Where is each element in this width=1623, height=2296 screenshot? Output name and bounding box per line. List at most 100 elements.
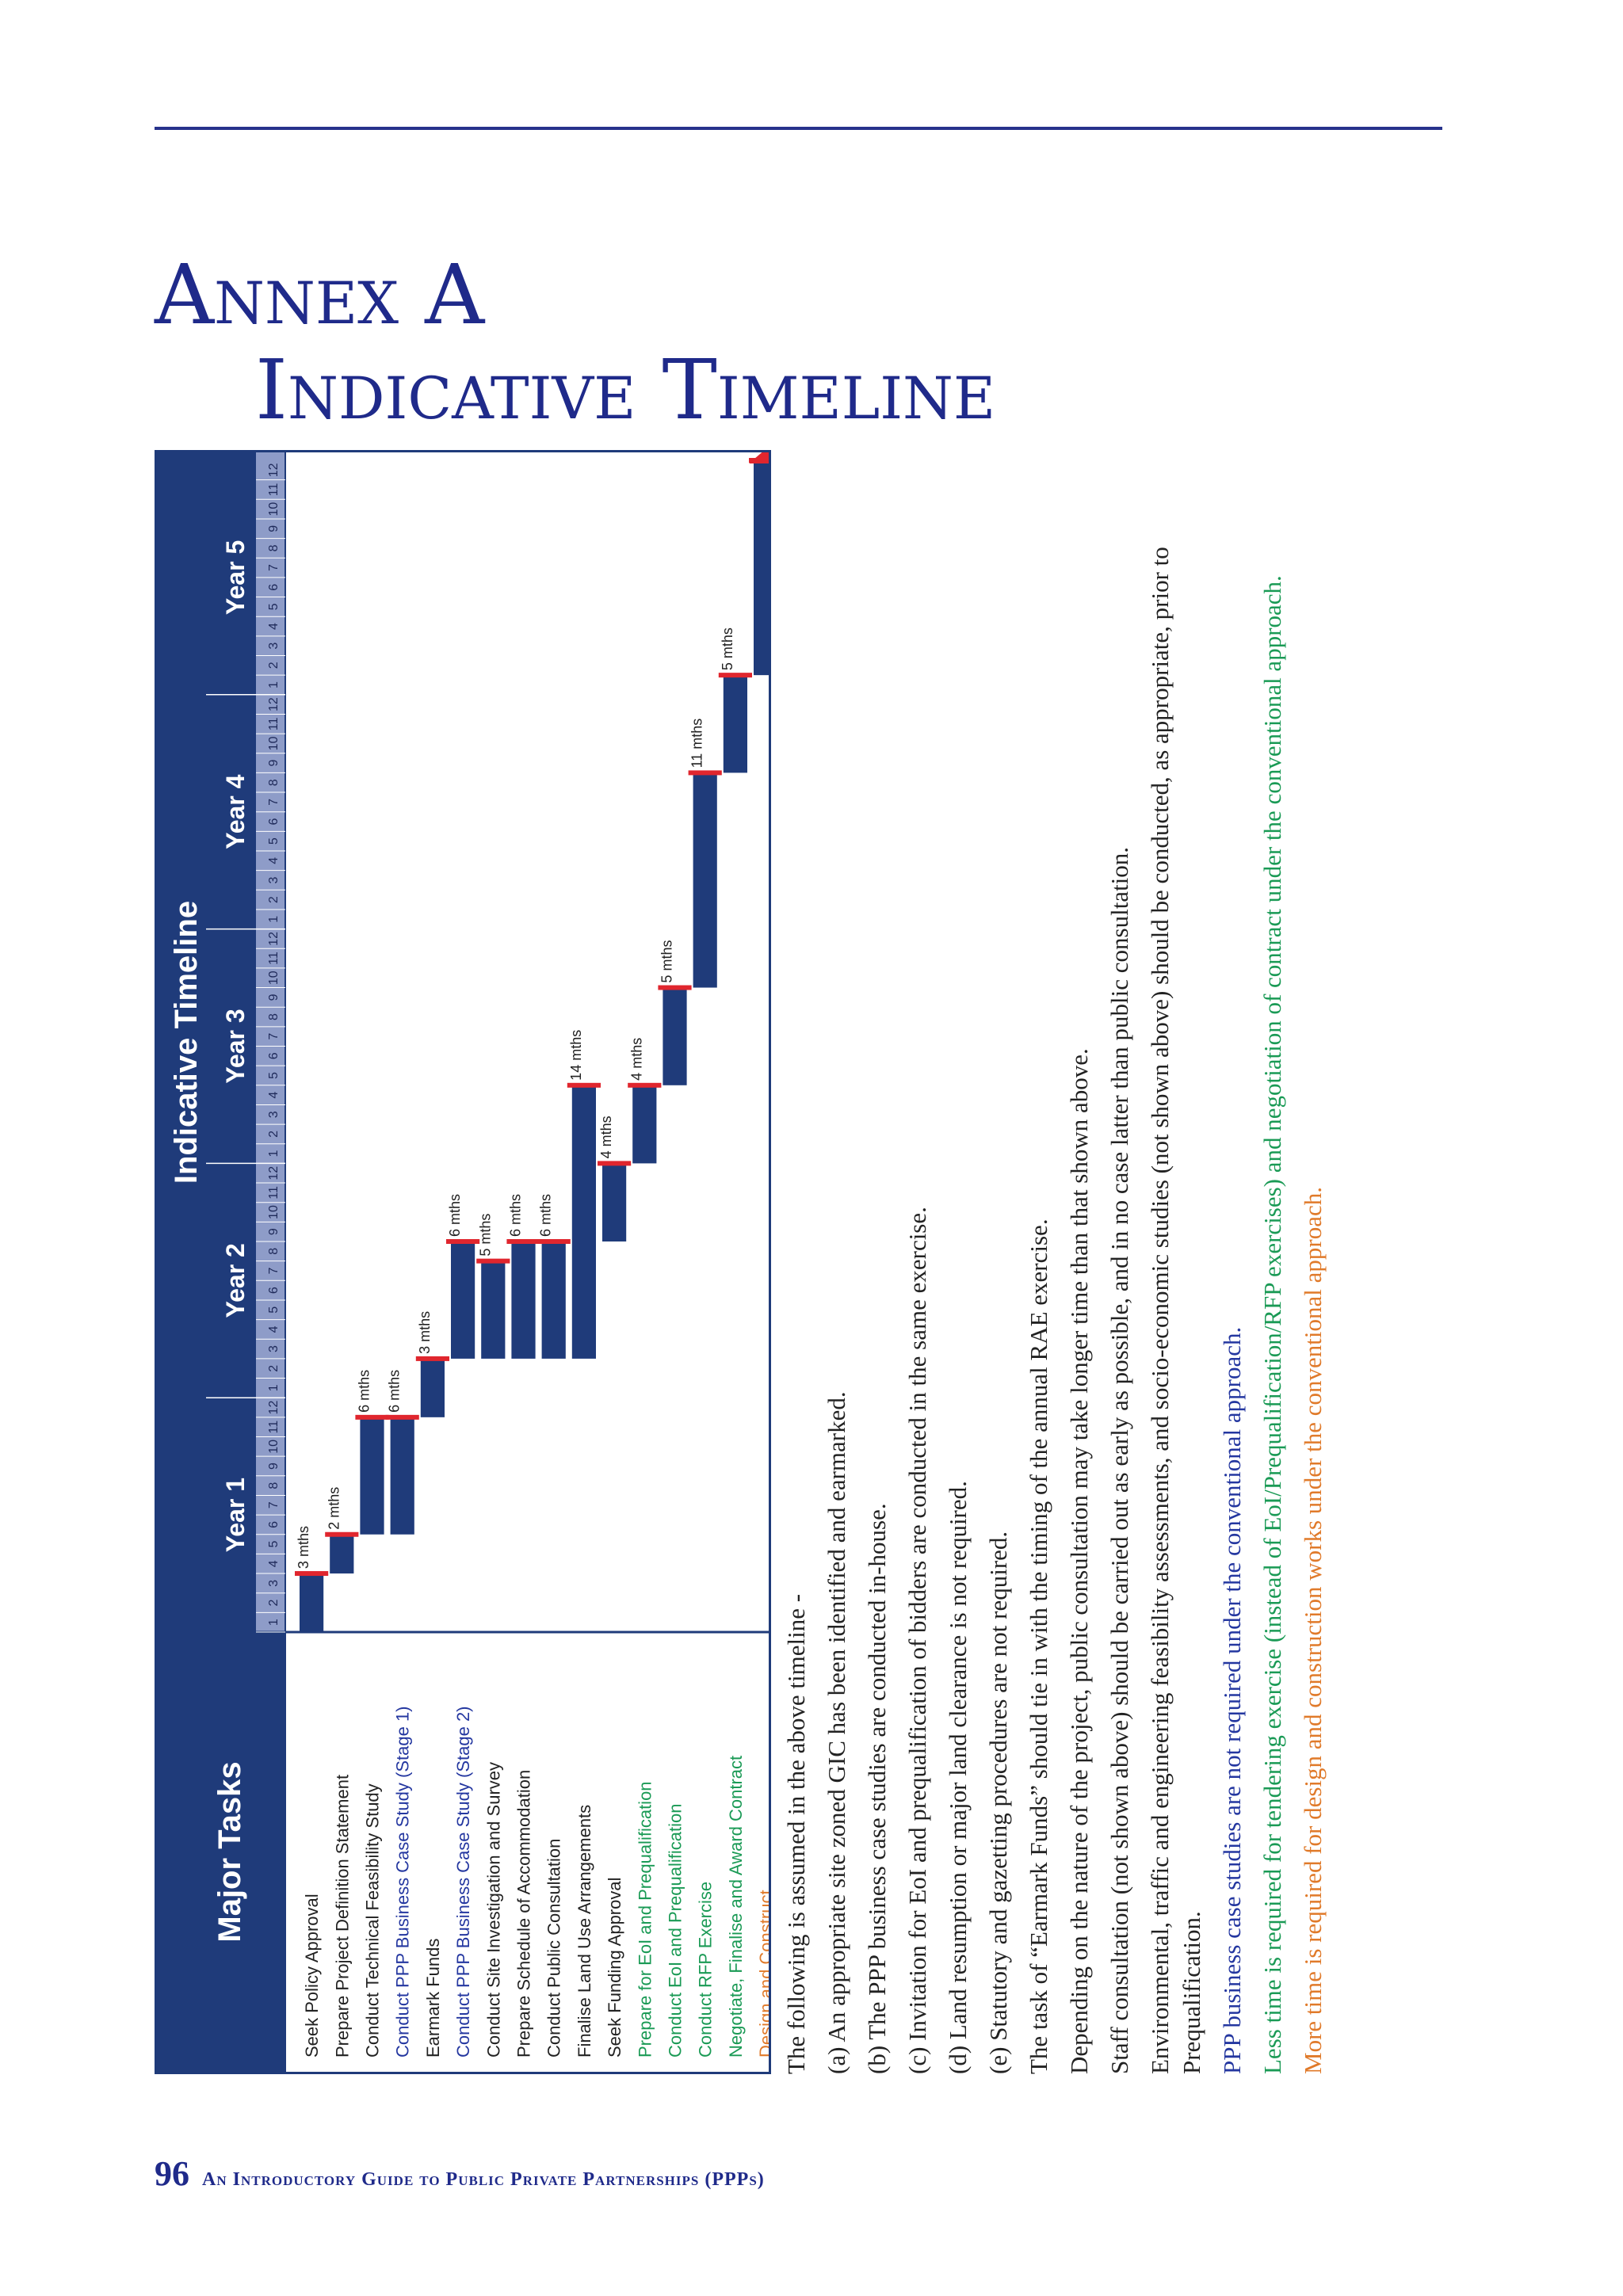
task-label-part: Seek Policy Approval <box>302 1894 322 2058</box>
month-label: 12 <box>267 932 281 946</box>
month-label: 8 <box>267 1248 281 1255</box>
month-label: 5 <box>267 603 281 610</box>
month-label: 4 <box>267 857 281 864</box>
note-line: Environmental, traffic and engineering f… <box>1146 547 1205 2074</box>
month-label: 11 <box>267 1421 281 1434</box>
task-end-marker <box>718 673 752 678</box>
end-arrow <box>749 452 769 463</box>
year-label: Year 2 <box>221 1243 250 1318</box>
month-label: 12 <box>267 463 281 477</box>
month-label: 12 <box>267 1166 281 1180</box>
year-label: Year 4 <box>221 774 250 849</box>
note-line: The task of “Earmark Funds” should tie i… <box>1025 1219 1052 2074</box>
year-label: Year 1 <box>221 1478 250 1552</box>
task-label: Prepare Schedule of Accommodation <box>514 1770 534 2058</box>
month-label: 7 <box>267 564 281 571</box>
task-label: Conduct Site Investigation and Survey <box>483 1762 503 2058</box>
task-label: Negotiate, Finalise and Award Contract <box>726 1756 746 2058</box>
note-line: (a) An appropriate site zoned GIC has be… <box>823 1391 850 2074</box>
annex-heading: Annex A <box>155 246 485 343</box>
task-label: Prepare Project Definition Statement <box>332 1775 352 2058</box>
task-label-part: Prepare Schedule of Accommodation <box>514 1770 534 2058</box>
note-line: More time is required for design and con… <box>1299 1187 1327 2074</box>
task-label-part: Design <box>756 1998 769 2058</box>
task-label: Design and Construct <box>756 1890 769 2058</box>
note-line: (e) Statutory and gazetting procedures a… <box>984 1531 1012 2074</box>
task-label-part: and Construct <box>756 1890 769 1998</box>
month-label: 3 <box>267 876 281 883</box>
note-line: (b) The PPP business case studies are co… <box>863 1503 891 2074</box>
task-duration-label: 5 mths <box>720 627 735 670</box>
assumption-notes: The following is assumed in the above ti… <box>781 450 1338 2074</box>
month-label: 8 <box>267 544 281 551</box>
task-end-marker <box>628 1082 662 1088</box>
task-end-marker <box>506 1239 540 1244</box>
task-duration-label: 4 mths <box>598 1116 614 1158</box>
month-label: 6 <box>267 818 281 825</box>
task-bar <box>481 1261 506 1359</box>
task-bar <box>632 1085 657 1164</box>
month-label: 11 <box>267 1186 281 1199</box>
page-footer: 96 An Introductory Guide to Public Privat… <box>155 2153 765 2194</box>
task-label-part: Conduct Site Investigation and Survey <box>483 1762 503 2058</box>
task-bar <box>723 675 747 773</box>
month-label: 7 <box>267 1267 281 1274</box>
task-label: Conduct PPP Business Case Study (Stage 2… <box>453 1706 473 2058</box>
month-label: 2 <box>267 896 281 903</box>
task-label: Conduct Public Consultation <box>544 1839 564 2058</box>
month-label: 10 <box>267 736 281 750</box>
month-label: 1 <box>267 1150 281 1158</box>
task-duration-label: 6 mths <box>447 1194 463 1237</box>
task-label-part: Negotiate, Finalise and Award Contract <box>726 1756 746 2058</box>
task-end-marker <box>537 1239 571 1244</box>
note-line: Less time is required for tendering exer… <box>1258 575 1286 2074</box>
task-bar <box>300 1573 324 1632</box>
timeline-header: Indicative Timeline <box>169 901 204 1184</box>
task-end-marker <box>658 985 692 990</box>
task-bar <box>541 1241 566 1359</box>
task-end-marker <box>446 1239 480 1244</box>
task-label: Seek Funding Approval <box>605 1878 624 2058</box>
month-label: 11 <box>267 483 281 497</box>
task-end-marker <box>415 1356 449 1361</box>
task-label: Prepare for EoI and Prequalification <box>635 1781 655 2058</box>
month-label: 3 <box>267 1580 281 1587</box>
task-label: Conduct PPP Business Case Study (Stage 1… <box>393 1706 413 2058</box>
task-end-marker <box>688 770 722 776</box>
month-label: 1 <box>267 916 281 923</box>
task-duration-label: 3 mths <box>417 1311 433 1354</box>
task-label: Conduct Technical Feasibility Study <box>363 1783 383 2058</box>
note-line: Staff consultation (not shown above) sho… <box>1106 846 1133 2074</box>
month-label: 10 <box>267 1205 281 1219</box>
task-duration-label: 3 mths <box>296 1526 311 1569</box>
year-label: Year 3 <box>221 1009 250 1083</box>
month-label: 9 <box>267 994 281 1001</box>
month-label: 9 <box>267 1228 281 1235</box>
task-duration-label: 4 mths <box>628 1038 644 1081</box>
task-bar <box>360 1417 384 1535</box>
task-label: Earmark Funds <box>423 1939 443 2058</box>
task-duration-label: 2 mths <box>326 1487 342 1530</box>
note-line: PPP business case studies are not requir… <box>1218 1326 1246 2074</box>
major-tasks-header-bg <box>157 1632 285 2072</box>
task-end-marker <box>295 1571 329 1577</box>
month-label: 5 <box>267 1072 281 1079</box>
task-bar <box>451 1241 475 1359</box>
month-label: 2 <box>267 1131 281 1138</box>
month-label: 4 <box>267 623 281 630</box>
task-label: Finalise Land Use Arrangements <box>575 1805 594 2058</box>
task-bar <box>602 1163 627 1241</box>
month-label: 10 <box>267 971 281 985</box>
task-end-marker <box>567 1082 601 1088</box>
task-bar <box>663 987 687 1085</box>
annex-subheading: Indicative Timeline <box>255 341 996 438</box>
month-label: 2 <box>267 662 281 669</box>
month-label: 4 <box>267 1092 281 1099</box>
task-label: Seek Policy Approval <box>302 1894 322 2058</box>
month-label: 4 <box>267 1325 281 1333</box>
page-number: 96 <box>155 2154 189 2193</box>
task-label-part: PPP Business Case Study (Stage 2) <box>453 1706 473 1987</box>
